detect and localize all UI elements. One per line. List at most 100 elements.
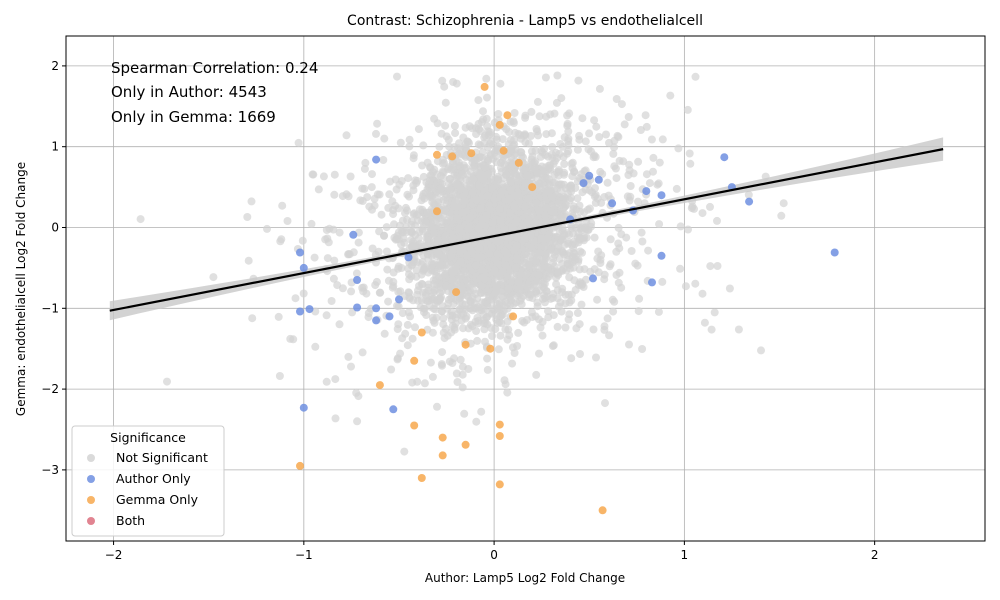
point-author-only <box>642 187 651 196</box>
point-not-significant <box>367 183 376 192</box>
point-not-significant <box>440 271 449 279</box>
point-not-significant <box>331 375 340 384</box>
legend-marker <box>87 517 95 525</box>
point-not-significant <box>676 264 685 273</box>
point-not-significant <box>530 219 539 227</box>
point-not-significant <box>389 210 398 219</box>
point-not-significant <box>399 227 408 236</box>
point-not-significant <box>634 197 642 206</box>
point-not-significant <box>615 268 624 277</box>
point-not-significant <box>356 196 365 205</box>
point-not-significant <box>438 287 446 295</box>
legend-entry: Not Significant <box>87 450 208 465</box>
point-not-significant <box>492 158 501 167</box>
point-not-significant <box>511 263 520 272</box>
chart-title: Contrast: Schizophrenia - Lamp5 vs endot… <box>347 13 703 29</box>
point-not-significant <box>420 379 429 388</box>
point-not-significant <box>441 121 450 130</box>
point-not-significant <box>389 268 398 277</box>
point-not-significant <box>580 208 589 217</box>
point-not-significant <box>500 160 509 169</box>
point-not-significant <box>466 167 475 176</box>
point-not-significant <box>467 247 476 256</box>
point-not-significant <box>495 272 504 281</box>
point-not-significant <box>612 174 621 183</box>
point-not-significant <box>458 285 467 294</box>
point-not-significant <box>604 191 613 200</box>
point-not-significant <box>422 311 431 319</box>
point-not-significant <box>452 203 460 211</box>
plot-frame <box>65 35 986 542</box>
y-tick-label: −2 <box>41 382 59 396</box>
point-not-significant <box>538 317 547 326</box>
point-not-significant <box>456 257 465 266</box>
point-not-significant <box>472 417 481 426</box>
point-not-significant <box>344 352 353 361</box>
point-not-significant <box>556 298 565 307</box>
point-not-significant <box>488 218 497 227</box>
point-not-significant <box>522 270 531 279</box>
point-not-significant <box>479 107 487 116</box>
annotation-spearman: Spearman Correlation: 0.24 <box>111 59 318 77</box>
point-not-significant <box>437 184 446 193</box>
point-not-significant <box>553 71 562 80</box>
point-not-significant <box>603 178 612 187</box>
point-not-significant <box>553 154 561 162</box>
point-not-significant <box>456 185 465 194</box>
point-not-significant <box>475 182 484 191</box>
point-not-significant <box>503 388 512 397</box>
point-not-significant <box>567 354 576 363</box>
point-not-significant <box>554 171 563 180</box>
point-not-significant <box>385 190 394 199</box>
point-author-only <box>579 179 588 188</box>
point-not-significant <box>542 112 551 121</box>
point-not-significant <box>451 319 460 328</box>
point-not-significant <box>512 241 521 250</box>
point-not-significant <box>521 179 530 188</box>
point-not-significant <box>383 265 392 274</box>
point-not-significant <box>610 162 619 171</box>
point-not-significant <box>538 331 547 340</box>
point-not-significant <box>457 271 466 280</box>
point-not-significant <box>407 242 416 251</box>
point-not-significant <box>631 259 640 268</box>
point-not-significant <box>416 303 425 312</box>
point-not-significant <box>330 256 339 265</box>
point-not-significant <box>520 234 529 243</box>
point-gemma-only <box>375 381 384 390</box>
point-not-significant <box>459 133 468 142</box>
point-not-significant <box>526 132 535 140</box>
point-not-significant <box>556 235 565 244</box>
point-not-significant <box>623 192 632 201</box>
point-not-significant <box>600 322 609 331</box>
point-not-significant <box>420 265 428 274</box>
point-not-significant <box>626 182 635 190</box>
point-not-significant <box>698 209 707 218</box>
point-gemma-only <box>438 433 447 442</box>
point-not-significant <box>534 131 543 140</box>
point-not-significant <box>734 325 743 334</box>
legend-label: Not Significant <box>116 450 208 465</box>
point-author-only <box>830 248 839 257</box>
point-not-significant <box>533 298 542 307</box>
point-not-significant <box>428 372 437 381</box>
point-not-significant <box>606 235 615 244</box>
point-gemma-only <box>438 451 447 460</box>
point-not-significant <box>405 275 414 284</box>
point-not-significant <box>360 164 369 173</box>
point-not-significant <box>578 188 587 197</box>
point-not-significant <box>419 251 428 260</box>
point-not-significant <box>691 72 700 81</box>
point-not-significant <box>591 184 599 193</box>
point-not-significant <box>647 135 656 144</box>
point-not-significant <box>322 311 331 320</box>
point-not-significant <box>508 359 517 368</box>
point-gemma-only <box>410 356 419 365</box>
point-not-significant <box>163 377 171 386</box>
point-not-significant <box>384 297 393 306</box>
point-not-significant <box>330 170 339 179</box>
point-not-significant <box>407 217 416 226</box>
point-not-significant <box>324 238 333 247</box>
point-not-significant <box>472 327 481 335</box>
point-not-significant <box>409 181 418 190</box>
